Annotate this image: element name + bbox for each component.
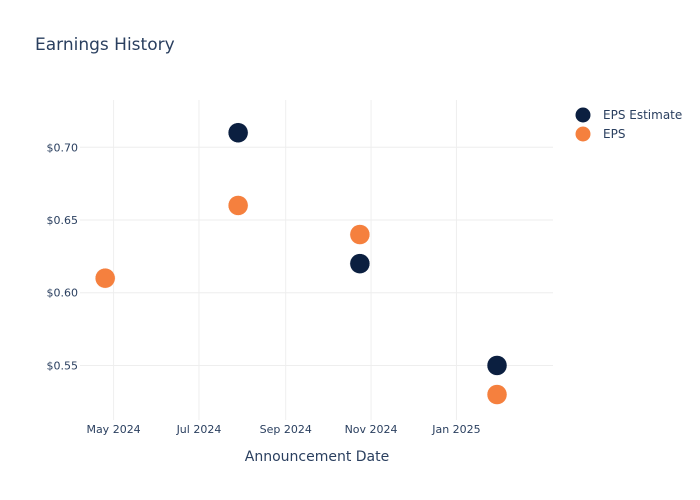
x-tick-label: May 2024 <box>86 423 140 436</box>
chart-title: Earnings History <box>35 35 175 55</box>
x-tick-label: Sep 2024 <box>260 423 312 436</box>
y-tick-label: $0.60 <box>47 287 79 300</box>
series-eps-estimate <box>94 122 508 376</box>
eps-estimate-point[interactable] <box>227 122 249 143</box>
x-axis-ticks: May 2024 Jul 2024 Sep 2024 Nov 2024 Jan 2025 <box>86 423 480 436</box>
x-tick-label: Jan 2025 <box>431 423 480 436</box>
legend: EPS Estimate EPS <box>575 107 683 142</box>
eps-point[interactable] <box>486 384 508 405</box>
y-tick-label: $0.65 <box>47 214 79 227</box>
legend-label: EPS Estimate <box>603 108 682 122</box>
legend-item-eps-estimate[interactable]: EPS Estimate <box>575 107 683 123</box>
x-axis-title: Announcement Date <box>245 449 389 465</box>
grid <box>80 100 553 420</box>
y-tick-label: $0.55 <box>47 359 79 372</box>
y-axis-ticks: $0.55 $0.60 $0.65 $0.70 <box>47 141 79 372</box>
legend-label: EPS <box>603 127 625 141</box>
x-tick-label: Nov 2024 <box>345 423 398 436</box>
x-tick-label: Jul 2024 <box>176 423 222 436</box>
legend-item-eps[interactable]: EPS <box>575 126 626 142</box>
eps-estimate-point[interactable] <box>486 355 508 376</box>
eps-point[interactable] <box>94 267 116 289</box>
y-tick-label: $0.70 <box>47 141 79 154</box>
legend-marker <box>575 126 591 142</box>
eps-point[interactable] <box>227 195 249 216</box>
eps-point[interactable] <box>349 224 371 245</box>
eps-estimate-point[interactable] <box>349 253 371 274</box>
series-eps <box>94 195 508 405</box>
data-points <box>94 122 508 405</box>
legend-marker <box>575 107 591 123</box>
